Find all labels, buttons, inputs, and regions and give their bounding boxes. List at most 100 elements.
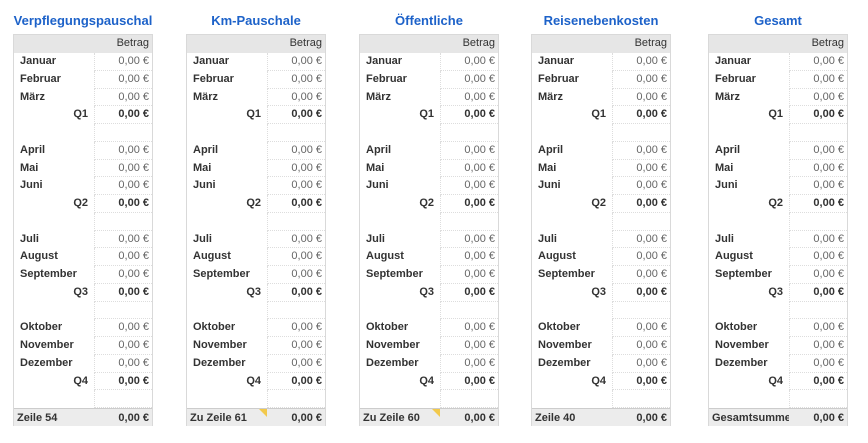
month-label[interactable]: Mai (20, 161, 39, 174)
quarter-value[interactable]: 0,00 € (789, 195, 847, 213)
month-value[interactable]: 0,00 € (267, 319, 325, 337)
quarter-value[interactable]: 0,00 € (612, 283, 670, 302)
month-value[interactable]: 0,00 € (612, 354, 670, 373)
month-label[interactable]: August (366, 250, 404, 263)
month-value[interactable]: 0,00 € (789, 337, 847, 355)
month-value[interactable]: 0,00 € (440, 266, 498, 284)
month-label[interactable]: Juli (193, 232, 212, 245)
month-value[interactable]: 0,00 € (612, 141, 670, 160)
month-label[interactable]: September (20, 268, 77, 280)
month-value[interactable]: 0,00 € (94, 319, 152, 337)
month-value[interactable]: 0,00 € (267, 70, 325, 89)
quarter-label[interactable]: Q3 (419, 285, 434, 298)
empty-cell[interactable] (187, 124, 267, 142)
month-value[interactable]: 0,00 € (94, 248, 152, 266)
month-label[interactable]: August (20, 250, 58, 263)
footer-value[interactable]: 0,00 € (464, 412, 495, 424)
quarter-label[interactable]: Q2 (246, 197, 261, 209)
month-value[interactable]: 0,00 € (789, 88, 847, 107)
empty-cell[interactable] (187, 213, 267, 231)
footer-value[interactable]: 0,00 € (636, 412, 667, 424)
month-value[interactable]: 0,00 € (440, 88, 498, 107)
empty-cell[interactable] (187, 390, 267, 408)
month-value[interactable]: 0,00 € (267, 266, 325, 284)
empty-cell[interactable] (612, 390, 670, 408)
quarter-label[interactable]: Q4 (246, 374, 261, 387)
month-label[interactable]: Dezember (366, 356, 419, 369)
empty-cell[interactable] (94, 390, 152, 408)
month-value[interactable]: 0,00 € (440, 141, 498, 160)
month-value[interactable]: 0,00 € (440, 337, 498, 355)
month-label[interactable]: Juni (715, 179, 738, 192)
month-label[interactable]: November (538, 339, 592, 351)
empty-cell[interactable] (789, 212, 847, 231)
quarter-label[interactable]: Q2 (591, 197, 606, 209)
empty-cell[interactable] (612, 124, 670, 142)
empty-cell[interactable] (14, 390, 94, 408)
empty-cell[interactable] (94, 124, 152, 142)
month-value[interactable]: 0,00 € (612, 177, 670, 195)
quarter-value[interactable]: 0,00 € (440, 372, 498, 391)
month-value[interactable]: 0,00 € (612, 230, 670, 249)
month-label[interactable]: Januar (538, 55, 575, 67)
month-label[interactable]: Dezember (193, 356, 246, 369)
month-value[interactable]: 0,00 € (789, 319, 847, 337)
footer-value[interactable]: 0,00 € (291, 412, 322, 424)
month-value[interactable]: 0,00 € (94, 88, 152, 107)
month-value[interactable]: 0,00 € (789, 53, 847, 71)
month-value[interactable]: 0,00 € (267, 88, 325, 107)
empty-cell[interactable] (532, 124, 612, 142)
month-label[interactable]: Dezember (20, 356, 73, 369)
empty-cell[interactable] (14, 213, 94, 231)
quarter-value[interactable]: 0,00 € (94, 106, 152, 124)
empty-cell[interactable] (267, 390, 325, 408)
empty-cell[interactable] (789, 124, 847, 142)
empty-cell[interactable] (440, 124, 498, 142)
month-value[interactable]: 0,00 € (94, 70, 152, 89)
month-value[interactable]: 0,00 € (440, 354, 498, 373)
month-value[interactable]: 0,00 € (612, 248, 670, 266)
month-value[interactable]: 0,00 € (94, 177, 152, 195)
month-value[interactable]: 0,00 € (612, 88, 670, 107)
month-label[interactable]: August (538, 250, 576, 263)
empty-cell[interactable] (360, 124, 440, 142)
month-label[interactable]: Januar (20, 55, 57, 67)
month-label[interactable]: September (193, 268, 250, 280)
header-cell[interactable]: Betrag (634, 37, 667, 49)
month-value[interactable]: 0,00 € (267, 337, 325, 355)
month-label[interactable]: Februar (538, 72, 579, 85)
month-value[interactable]: 0,00 € (440, 319, 498, 337)
month-value[interactable]: 0,00 € (789, 141, 847, 160)
footer-label[interactable]: Zeile 40 (535, 412, 576, 424)
empty-cell[interactable] (440, 390, 498, 408)
month-label[interactable]: Dezember (538, 356, 591, 369)
empty-cell[interactable] (440, 212, 498, 231)
month-label[interactable]: September (715, 268, 772, 280)
quarter-label[interactable]: Q4 (419, 374, 434, 387)
month-value[interactable]: 0,00 € (440, 248, 498, 266)
month-value[interactable]: 0,00 € (267, 177, 325, 195)
empty-cell[interactable] (709, 213, 789, 231)
quarter-label[interactable]: Q4 (591, 374, 606, 387)
quarter-value[interactable]: 0,00 € (267, 106, 325, 124)
month-value[interactable]: 0,00 € (612, 53, 670, 71)
empty-cell[interactable] (360, 390, 440, 408)
quarter-value[interactable]: 0,00 € (267, 195, 325, 213)
month-label[interactable]: November (366, 339, 420, 351)
empty-cell[interactable] (267, 301, 325, 320)
month-value[interactable]: 0,00 € (94, 230, 152, 249)
footer-value[interactable]: 0,00 € (813, 412, 844, 424)
month-label[interactable]: Februar (366, 72, 407, 85)
empty-cell[interactable] (709, 390, 789, 408)
quarter-value[interactable]: 0,00 € (789, 106, 847, 124)
month-label[interactable]: Oktober (20, 321, 63, 334)
empty-cell[interactable] (360, 213, 440, 231)
month-label[interactable]: April (715, 143, 741, 156)
month-value[interactable]: 0,00 € (789, 266, 847, 284)
quarter-value[interactable]: 0,00 € (94, 283, 152, 302)
month-value[interactable]: 0,00 € (789, 159, 847, 178)
quarter-label[interactable]: Q3 (591, 285, 606, 298)
empty-cell[interactable] (267, 212, 325, 231)
month-label[interactable]: März (366, 90, 392, 103)
month-label[interactable]: April (193, 143, 219, 156)
